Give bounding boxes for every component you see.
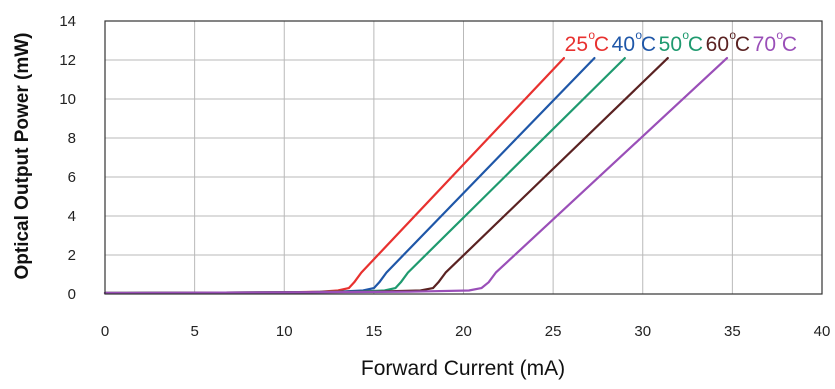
legend-unit: C xyxy=(782,33,797,56)
y-tick-label: 12 xyxy=(59,52,76,69)
legend-degree: o xyxy=(729,28,736,42)
y-tick-label: 2 xyxy=(68,247,76,264)
legend-unit: C xyxy=(594,33,609,56)
legend-degree: o xyxy=(682,28,689,42)
y-tick-label: 14 xyxy=(59,13,76,30)
grid xyxy=(104,20,823,295)
x-tick-label: 0 xyxy=(101,323,109,340)
series-line-60c xyxy=(103,57,669,295)
x-tick-label: 30 xyxy=(634,323,651,340)
series-line-70c xyxy=(103,57,729,295)
y-tick-label: 10 xyxy=(59,91,76,108)
y-tick-label: 8 xyxy=(68,130,76,147)
y-tick-label: 4 xyxy=(68,208,76,225)
legend-degree: o xyxy=(588,28,595,42)
y-axis-title: Optical Output Power (mW) xyxy=(12,33,33,280)
legend-degree: o xyxy=(776,28,783,42)
y-tick-label: 0 xyxy=(68,286,76,303)
x-tick-label: 10 xyxy=(276,323,293,340)
x-tick-label: 25 xyxy=(545,323,562,340)
legend-value: 60 xyxy=(706,33,729,56)
series-line-25c xyxy=(103,57,565,295)
legend-degree: o xyxy=(635,28,642,42)
x-tick-label: 20 xyxy=(455,323,472,340)
legend-value: 50 xyxy=(659,33,682,56)
y-tick-label: 6 xyxy=(68,169,76,186)
x-tick-label: 35 xyxy=(724,323,741,340)
legend-value: 25 xyxy=(565,33,588,56)
x-tick-label: 5 xyxy=(190,323,198,340)
plot-lines xyxy=(103,57,729,295)
plot-area-frame xyxy=(104,20,823,295)
legend-unit: C xyxy=(688,33,703,56)
x-tick-label: 40 xyxy=(814,323,831,340)
x-tick-label: 15 xyxy=(366,323,383,340)
legend-value: 70 xyxy=(753,33,776,56)
series-line-40c xyxy=(103,57,596,295)
legend-unit: C xyxy=(735,33,750,56)
x-axis-title: Forward Current (mA) xyxy=(361,357,565,380)
y-axis-ticks: 0 2 4 6 8 10 12 14 xyxy=(59,13,76,303)
legend-value: 40 xyxy=(612,33,635,56)
x-axis-ticks: 0 5 10 15 20 25 30 35 40 xyxy=(101,323,831,340)
legend-unit: C xyxy=(641,33,656,56)
